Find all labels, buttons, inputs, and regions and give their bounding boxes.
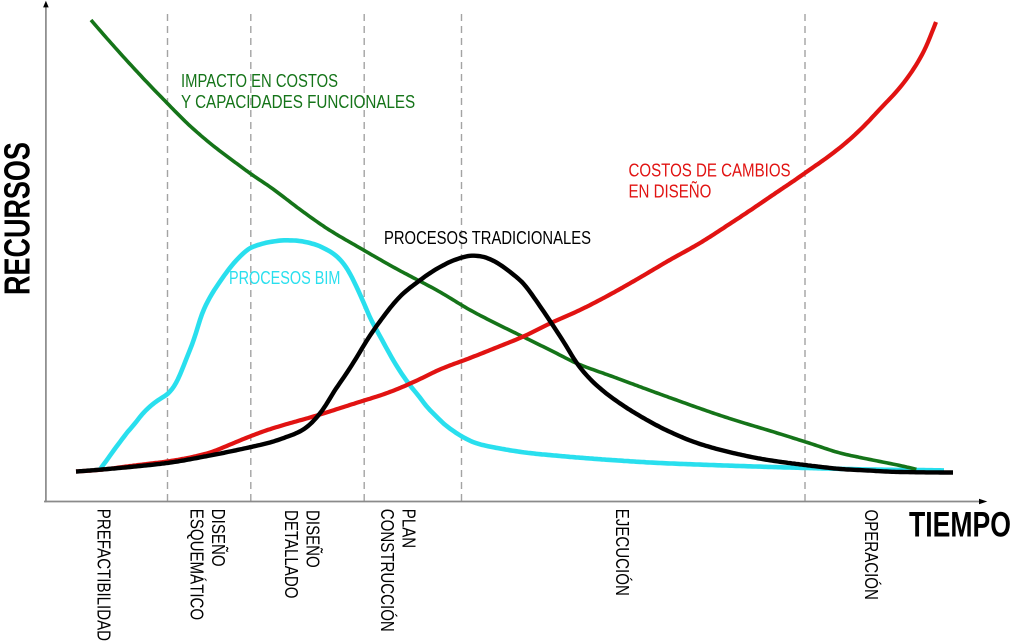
svg-text:CONSTRUCCIÓN: CONSTRUCCIÓN	[377, 509, 398, 632]
svg-text:DETALLADO: DETALLADO	[281, 510, 302, 598]
svg-text:PROCESOS TRADICIONALES: PROCESOS TRADICIONALES	[384, 227, 591, 248]
svg-text:RECURSOS: RECURSOS	[0, 142, 37, 295]
svg-text:PLAN: PLAN	[398, 509, 419, 548]
svg-text:EN DISEÑO: EN DISEÑO	[629, 180, 712, 202]
svg-text:IMPACTO EN COSTOS: IMPACTO EN COSTOS	[181, 70, 338, 91]
svg-text:EJECUCIÓN: EJECUCIÓN	[612, 509, 633, 596]
svg-text:OPERACIÓN: OPERACIÓN	[860, 510, 881, 600]
svg-text:PROCESOS BIM: PROCESOS BIM	[229, 267, 340, 288]
svg-text:ESQUEMÁTICO: ESQUEMÁTICO	[186, 509, 207, 620]
svg-text:Y CAPACIDADES FUNCIONALES: Y CAPACIDADES FUNCIONALES	[181, 92, 415, 113]
svg-text:TIEMPO: TIEMPO	[909, 505, 1011, 544]
svg-text:DISEÑO: DISEÑO	[302, 510, 324, 568]
svg-text:COSTOS DE CAMBIOS: COSTOS DE CAMBIOS	[629, 160, 791, 181]
svg-text:DISEÑO: DISEÑO	[207, 509, 229, 567]
svg-text:PREFACTIBILIDAD: PREFACTIBILIDAD	[93, 509, 114, 641]
